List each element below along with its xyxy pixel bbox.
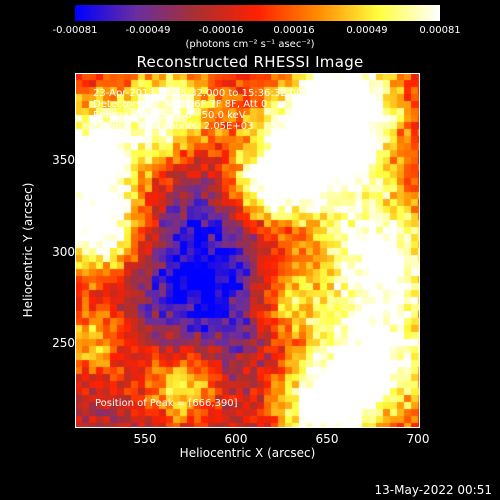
x-tick-label: 700: [406, 432, 430, 446]
colorbar-tick: 0.00016: [273, 25, 315, 36]
x-tick-label: 600: [224, 432, 248, 446]
x-axis-label: Heliocentric X (arcsec): [179, 446, 316, 460]
detectors-label: Detectors: 3F 4F 5F 6F 7F 8F, Att 0: [93, 99, 268, 110]
colorbar-tick: 0.00081: [419, 25, 461, 36]
colorbar: [75, 5, 440, 21]
colorbar-tick: -0.00016: [198, 25, 244, 36]
x-tick-label: 550: [133, 432, 157, 446]
clean-label: Clean Total counts: 2.05E+03: [93, 121, 254, 132]
time-range-label: 23-Apr-2013 15:35:32.000 to 15:36:32.000: [93, 88, 309, 99]
peak-position-label: Position of Peak = [666,390]: [95, 398, 238, 409]
y-axis-label: Heliocentric Y (arcsec): [21, 182, 35, 318]
heatmap-image: [75, 73, 420, 428]
energy-range-label: Energy Range: 25.0 - 50.0 keV: [93, 110, 246, 121]
colorbar-units: (photons cm⁻² s⁻¹ asec⁻²): [185, 39, 315, 50]
colorbar-tick: -0.00081: [52, 25, 98, 36]
x-tick-label: 650: [315, 432, 339, 446]
y-tick-label: 350: [52, 153, 75, 167]
colorbar-tick: 0.00049: [346, 25, 388, 36]
colorbar-tick: -0.00049: [125, 25, 171, 36]
y-tick-label: 250: [52, 336, 75, 350]
timestamp: 13-May-2022 00:51: [374, 483, 492, 497]
plot-title: Reconstructed RHESSI Image: [136, 53, 364, 71]
y-tick-label: 300: [52, 245, 75, 259]
